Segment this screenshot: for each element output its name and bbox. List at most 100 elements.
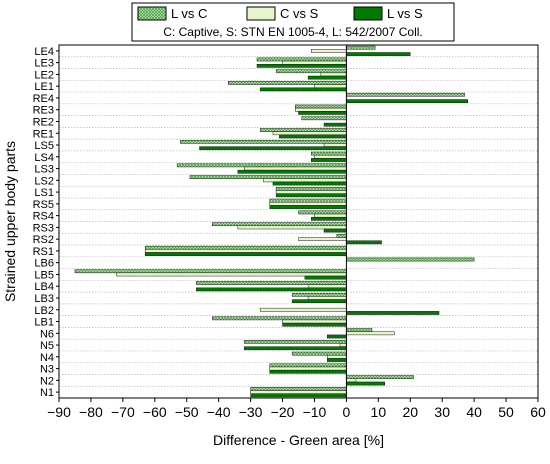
legend: L vs C C vs S L vs S C: Captive, S: STN EN… (131, 2, 455, 42)
y-tick-label: N2 (40, 375, 54, 387)
x-tick-label: 0 (343, 404, 351, 420)
bar (275, 69, 347, 74)
y-tick-label: LE1 (34, 81, 54, 93)
x-tick-label: −70 (111, 404, 135, 420)
bar (346, 92, 465, 97)
bar (298, 237, 347, 242)
bar (346, 257, 475, 262)
legend-items: L vs C C vs S L vs S (137, 6, 423, 21)
bar (323, 228, 347, 233)
bar (250, 393, 347, 398)
y-tick-label: LB1 (34, 317, 54, 329)
bar (250, 387, 347, 391)
bar (275, 187, 347, 191)
bar (298, 111, 347, 115)
bar (196, 287, 347, 292)
bar (298, 210, 347, 215)
bar (269, 363, 347, 368)
x-tick-label: 10 (371, 404, 387, 420)
y-tick-label: LS1 (34, 187, 54, 199)
y-tick-label: N4 (40, 352, 54, 364)
bar (116, 272, 347, 277)
bar (346, 381, 385, 386)
legend-swatch (246, 6, 276, 21)
bar (346, 240, 382, 245)
bar (256, 57, 347, 62)
bar (295, 107, 347, 112)
y-tick-label: LE4 (34, 46, 54, 58)
y-tick-label: RS2 (33, 234, 54, 246)
bar (314, 213, 347, 218)
bar (336, 234, 347, 238)
y-tick-label: LE2 (34, 69, 54, 81)
bar (269, 369, 347, 374)
legend-box (131, 2, 455, 42)
y-tick-label: LS4 (34, 152, 54, 164)
x-tick-label: 50 (498, 404, 514, 420)
y-tick-label: LE3 (34, 58, 54, 70)
y-tick-label: LS5 (34, 140, 54, 152)
x-axis-label: Difference - Green area [%] (213, 432, 384, 448)
bar (307, 75, 347, 80)
bar (243, 166, 347, 171)
y-tick-label: LB2 (34, 305, 54, 317)
x-axis: −90 −80 −70 −60 −50 −40 −30 −20 −10 0 10 20 30 40 50 60 (47, 398, 546, 420)
bar (263, 178, 347, 183)
bar (311, 158, 347, 162)
bar (196, 281, 347, 285)
y-tick-label: LS2 (34, 175, 54, 187)
y-tick-label: LB5 (34, 269, 54, 281)
bar (275, 190, 347, 194)
bar (259, 128, 347, 132)
y-tick-label: RE4 (33, 93, 54, 105)
bar (307, 296, 347, 300)
x-tick-label: 60 (530, 404, 546, 420)
legend-item: L vs S (353, 6, 423, 21)
bar (320, 72, 347, 77)
legend-label: L vs C (171, 6, 207, 21)
bar (346, 45, 376, 50)
x-tick-label: −40 (207, 404, 231, 420)
bar (295, 104, 347, 109)
bar (237, 169, 347, 174)
bar (291, 292, 347, 297)
bar (346, 378, 357, 383)
x-tick-label: −20 (271, 404, 295, 420)
y-tick-label: N5 (40, 340, 54, 352)
x-tick-label: 20 (402, 404, 418, 420)
bar (243, 340, 347, 344)
bar (272, 131, 347, 136)
bar (144, 245, 347, 250)
bar (339, 343, 347, 347)
y-tick-label: N6 (40, 328, 54, 340)
bar (323, 122, 347, 127)
y-tick-label: LB4 (34, 281, 54, 293)
bar (314, 154, 347, 159)
x-tick-label: 30 (434, 404, 450, 420)
bar (237, 225, 347, 230)
bar (180, 139, 347, 144)
bar (346, 328, 373, 332)
bar (291, 299, 347, 304)
bar (301, 116, 347, 121)
bar (311, 216, 347, 221)
bar (311, 151, 347, 156)
y-axis-label: Strained upper body parts (2, 141, 18, 302)
bar (311, 49, 347, 53)
bar (243, 346, 347, 351)
bar (259, 307, 347, 312)
y-tick-label: LB6 (34, 258, 54, 270)
x-tick-label: −90 (47, 404, 71, 420)
bar (269, 366, 347, 371)
bar (346, 99, 468, 104)
legend-note: C: Captive, S: STN EN 1005-4, L: 542/200… (163, 25, 422, 39)
y-tick-label: LB3 (34, 293, 54, 305)
bar (144, 249, 347, 253)
bar (269, 198, 347, 203)
bar (282, 60, 347, 65)
bar (346, 331, 395, 336)
bar (269, 205, 347, 209)
y-tick-label: RE3 (33, 105, 54, 117)
bar (304, 275, 347, 280)
